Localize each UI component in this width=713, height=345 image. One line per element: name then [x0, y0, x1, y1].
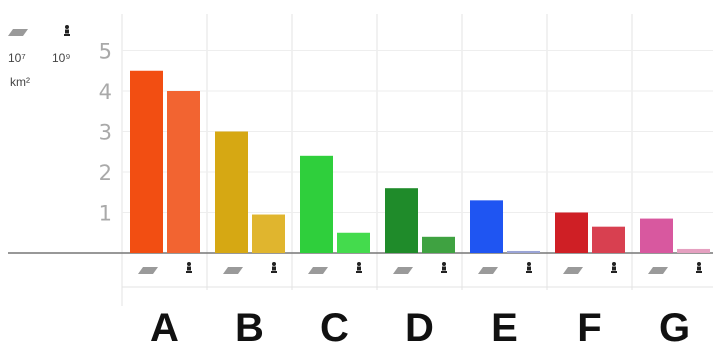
area-parallelogram-icon — [308, 267, 328, 274]
y-tick-label: 5 — [99, 40, 112, 64]
bar-a-area — [130, 70, 163, 253]
bars — [130, 70, 710, 253]
area-parallelogram-icon — [8, 29, 28, 36]
legend: 10⁷ km² 10⁹ — [8, 25, 71, 89]
bar-b-area — [215, 131, 248, 253]
population-person-icon — [271, 262, 277, 273]
population-person-icon — [526, 262, 532, 273]
bar-f-population — [592, 226, 625, 253]
area-unit-label: km² — [10, 75, 30, 89]
area-parallelogram-icon — [223, 267, 243, 274]
population-person-icon — [696, 262, 702, 273]
area-parallelogram-icon — [393, 267, 413, 274]
bar-c-area — [300, 155, 333, 253]
population-unit-exponent: 10⁹ — [52, 51, 71, 65]
population-person-icon — [64, 25, 70, 36]
y-tick-label: 4 — [99, 80, 112, 104]
category-label: F — [577, 306, 601, 345]
bar-d-population — [422, 236, 455, 253]
bar-e-area — [470, 200, 503, 253]
area-parallelogram-icon — [138, 267, 158, 274]
category-label: A — [150, 306, 179, 345]
bar-a-population — [167, 91, 200, 253]
y-tick-label: 3 — [99, 121, 112, 145]
area-parallelogram-icon — [8, 29, 28, 36]
y-tick-label: 1 — [99, 202, 112, 226]
y-tick-label: 2 — [99, 161, 112, 185]
category-label: B — [235, 306, 264, 345]
category-label: G — [659, 306, 690, 345]
bar-b-population — [252, 214, 285, 253]
population-person-icon — [186, 262, 192, 273]
bar-d-area — [385, 188, 418, 253]
grid-lines — [8, 14, 713, 306]
area-parallelogram-icon — [648, 267, 668, 274]
bar-e-population — [507, 250, 540, 253]
area-unit-exponent: 10⁷ — [8, 51, 26, 65]
y-axis-ticks: 1 2 3 4 5 — [99, 40, 112, 226]
population-person-icon — [441, 262, 447, 273]
area-parallelogram-icon — [478, 267, 498, 274]
bar-f-area — [555, 212, 588, 253]
category-labels: A B C D E F G — [150, 306, 690, 345]
area-parallelogram-icon — [563, 267, 583, 274]
bar-icons-row — [138, 262, 702, 274]
population-person-icon — [356, 262, 362, 273]
category-label: E — [491, 306, 518, 345]
bar-g-area — [640, 218, 673, 253]
category-label: D — [405, 306, 434, 345]
population-person-icon — [64, 25, 70, 36]
category-label: C — [320, 306, 349, 345]
bar-c-population — [337, 232, 370, 253]
bar-g-population — [677, 248, 710, 253]
population-person-icon — [611, 262, 617, 273]
